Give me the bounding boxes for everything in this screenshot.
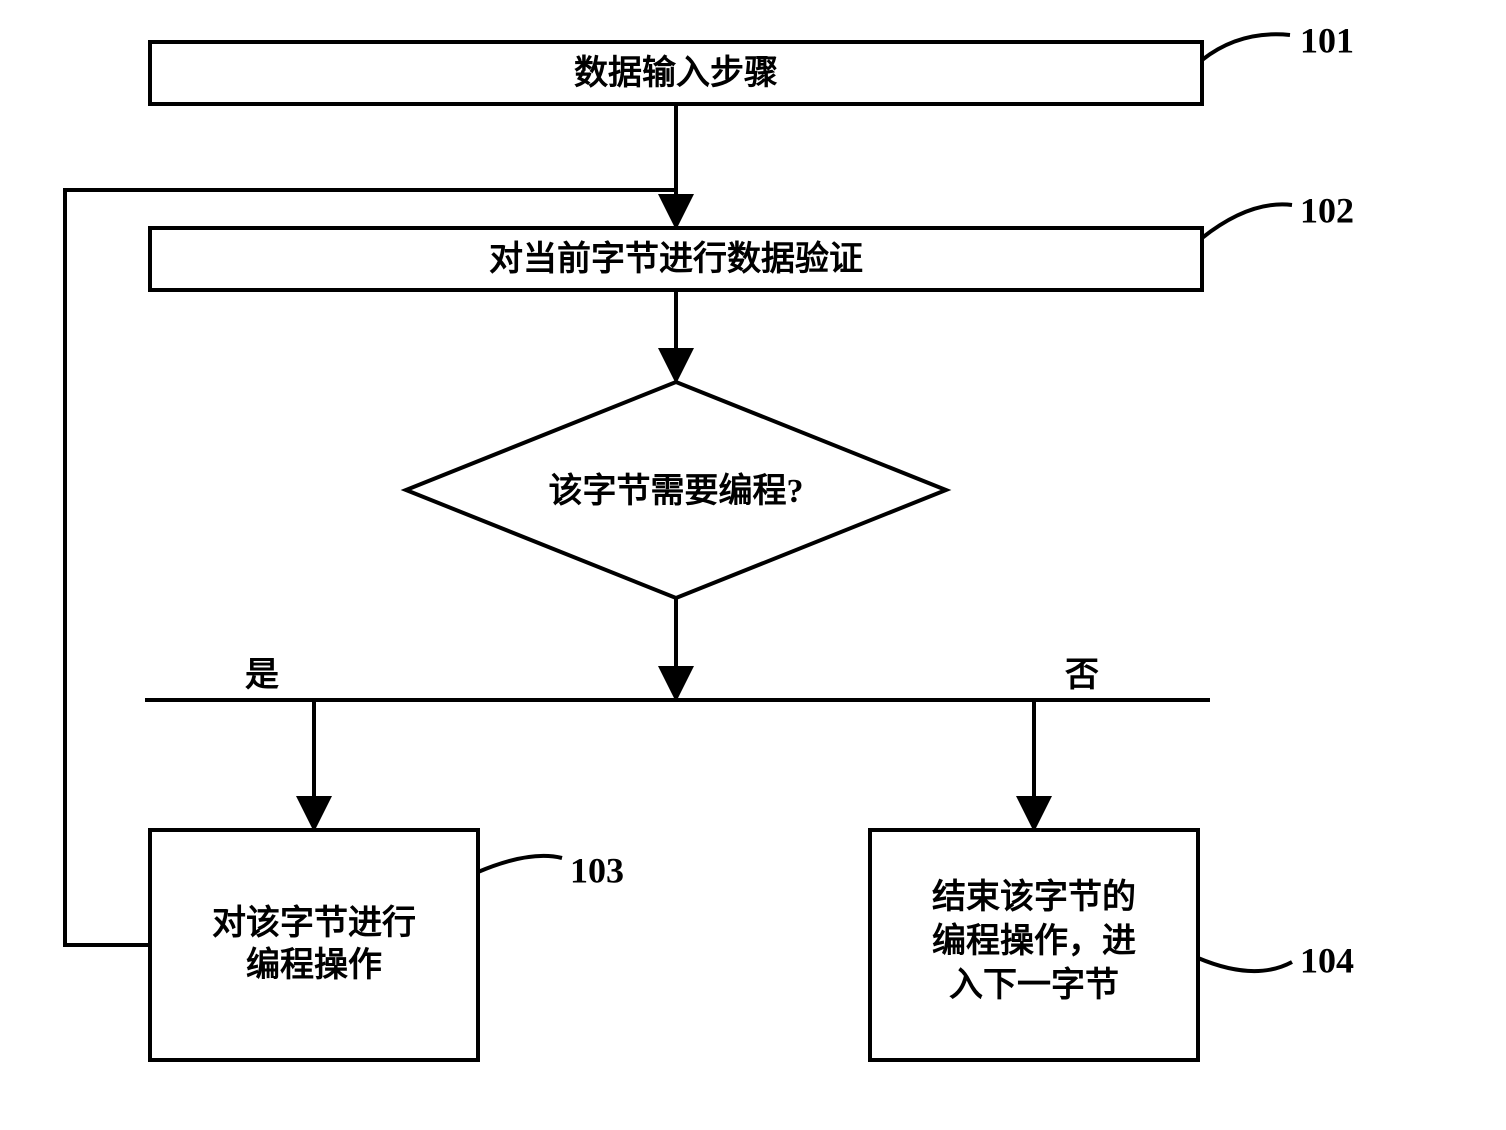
callout-104-line — [1198, 958, 1292, 971]
node-101-label: 数据输入步骤 — [574, 54, 778, 92]
decision-label: 该字节需要编程? — [549, 472, 804, 510]
ref-102: 102 — [1300, 190, 1354, 230]
flowchart-node-program — [150, 830, 478, 1060]
node-102-label: 对当前字节进行数据验证 — [489, 239, 863, 278]
ref-103: 103 — [570, 850, 624, 890]
edge-yes-label: 是 — [245, 657, 279, 694]
ref-101: 101 — [1300, 20, 1354, 60]
node-103-line1: 对该字节进行 — [212, 904, 416, 942]
callout-101-line — [1202, 34, 1290, 60]
ref-104: 104 — [1300, 940, 1354, 980]
callout-102-line — [1202, 204, 1292, 238]
node-104-line3: 入下一字节 — [949, 966, 1119, 1004]
edge-no-label: 否 — [1065, 657, 1099, 694]
node-104-line1: 结束该字节的 — [932, 878, 1136, 916]
node-103-line2: 编程操作 — [246, 946, 382, 984]
node-104-line2: 编程操作，进 — [932, 922, 1136, 960]
callout-103-line — [478, 856, 562, 872]
